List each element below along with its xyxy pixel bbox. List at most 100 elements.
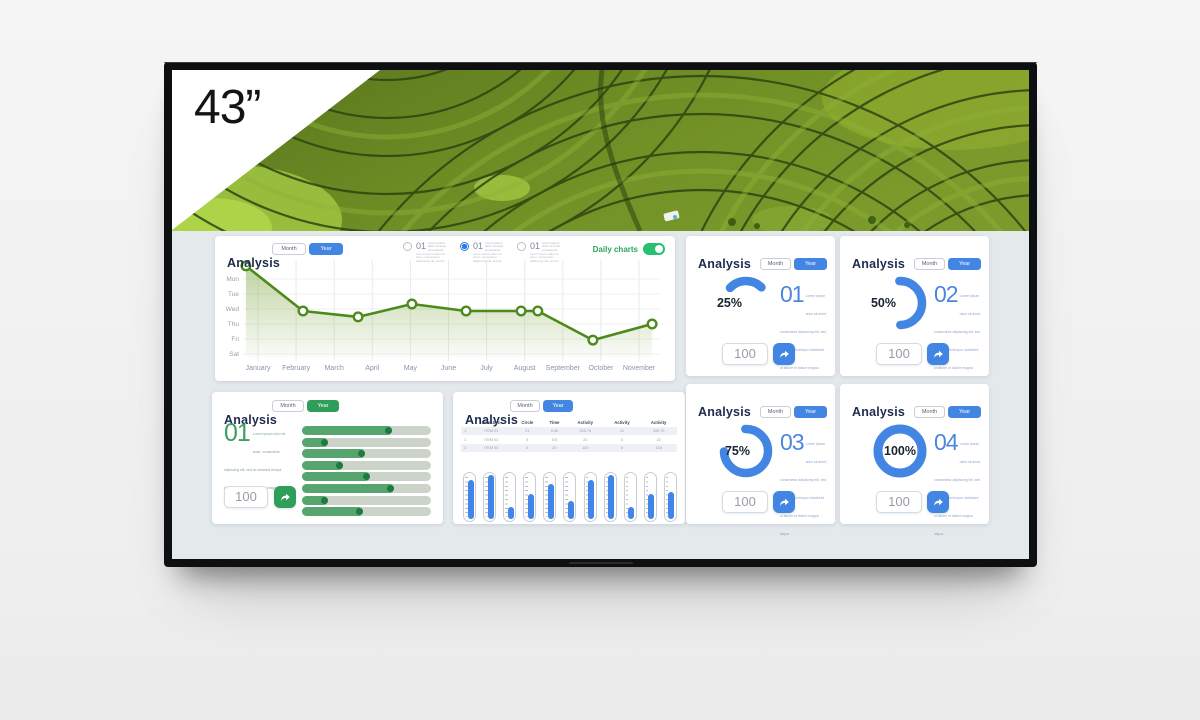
card-description: 04 Lorem ipsum dolor sit amet, consectet…	[934, 431, 982, 540]
radio-caption: Lorem ipsum dolor sit amet, consectetur …	[485, 242, 504, 252]
percent-label: 75%	[724, 444, 750, 458]
month-tab[interactable]: Month	[510, 400, 540, 412]
input-row: 100	[722, 491, 795, 513]
card-title: Analysis	[698, 404, 752, 419]
card-description: 03 Lorem ipsum dolor sit amet, consectet…	[780, 431, 828, 540]
progress-bar-slider[interactable]	[302, 437, 431, 447]
year-tab[interactable]: Year	[307, 400, 339, 412]
month-tab[interactable]: Month	[272, 400, 304, 412]
svg-text:August: August	[514, 365, 536, 372]
input-row: 100	[224, 486, 296, 508]
submit-arrow-button[interactable]	[773, 343, 795, 365]
submit-arrow-button[interactable]	[927, 343, 949, 365]
card-header: Analysis Month Year	[852, 244, 981, 283]
thermometer-fill	[628, 506, 635, 519]
size-label: 43”	[194, 81, 261, 134]
line-chart: January February March April May June July Augu…	[226, 260, 660, 372]
tick-marks	[485, 477, 488, 517]
card-description: 02 Lorem ipsum dolor sit amet, consectet…	[934, 283, 982, 392]
progress-bar-slider[interactable]	[302, 472, 431, 482]
donut-card-03: Analysis Month Year 75% 03 Lorem ipsum d…	[686, 384, 835, 536]
year-tab[interactable]: Year	[794, 257, 827, 270]
rice-terraces-photo: 43”	[172, 70, 1029, 231]
submit-arrow-button[interactable]	[927, 491, 949, 513]
svg-text:Mon: Mon	[226, 276, 239, 283]
tick-marks	[505, 477, 508, 517]
progress-bar-slider[interactable]	[302, 507, 431, 517]
submit-arrow-button[interactable]	[274, 486, 296, 508]
card-header: Analysis Month Year	[698, 392, 827, 431]
progress-bar-slider[interactable]	[302, 449, 431, 459]
svg-text:March: March	[324, 365, 344, 372]
percent-label: 25%	[716, 296, 742, 310]
progress-bar-slider[interactable]	[302, 495, 431, 505]
thermometer-bar	[563, 472, 577, 522]
lorem-text: Lorem ipsum dolor sit amet, consectetur …	[934, 442, 981, 536]
progress-bar-slider[interactable]	[302, 426, 431, 435]
card-description: 01 Lorem ipsum dolor sit amet, consectet…	[224, 421, 290, 494]
radio-caption: Lorem ipsum dolor sit amet, consectetur …	[428, 242, 447, 252]
card-header: Analysis Month Year	[852, 392, 981, 431]
svg-text:November: November	[623, 365, 656, 372]
submit-arrow-button[interactable]	[773, 491, 795, 513]
donut-chart-75	[719, 424, 773, 478]
radio-icon	[517, 242, 526, 251]
value-input[interactable]: 100	[876, 491, 922, 513]
thermometer-fill	[527, 493, 534, 519]
thermometer-bar	[643, 472, 657, 522]
radio-caption: Lorem ipsum dolor sit amet, consectetur …	[542, 242, 561, 252]
donut-chart-100	[873, 424, 927, 478]
progress-bar-slider[interactable]	[302, 483, 431, 493]
progress-fill	[302, 449, 366, 459]
thermometer-fill	[668, 492, 675, 519]
progress-fill	[302, 426, 393, 435]
daily-charts-toggle[interactable]	[643, 243, 665, 255]
progress-fill	[302, 507, 363, 517]
column-header: Time	[549, 420, 560, 425]
lorem-text: Lorem ipsum dolor sit amet, consectetur …	[934, 294, 981, 388]
year-tab[interactable]: Year	[948, 405, 981, 418]
radio-icon	[460, 242, 469, 251]
column-header: Activity	[650, 420, 667, 425]
dashboard: January February March April May June July Augu…	[172, 231, 1029, 559]
donut-chart-25	[719, 276, 773, 330]
thermometer-fill	[588, 479, 595, 519]
value-input[interactable]: 100	[224, 486, 268, 508]
table-header-row: Direction Circle Time Activity Activity Activ…	[461, 418, 677, 427]
card-title: Analysis	[852, 256, 906, 271]
year-tab[interactable]: Year	[543, 400, 573, 412]
thermometer-bar	[583, 472, 597, 522]
card-title: Analysis	[852, 404, 906, 419]
progress-fill	[302, 472, 371, 482]
table-row: 3 ITEM 03 5 20 100 5 100	[461, 443, 677, 453]
card-title: Analysis	[465, 412, 519, 427]
thermometer-bar	[603, 472, 617, 522]
year-tab[interactable]: Year	[309, 243, 343, 255]
svg-text:May: May	[404, 365, 418, 372]
input-row: 100	[722, 343, 795, 365]
column-header: Direction	[481, 420, 501, 425]
svg-text:Wed: Wed	[226, 306, 240, 313]
year-tab[interactable]: Year	[948, 257, 981, 270]
month-tab[interactable]: Month	[272, 243, 306, 255]
month-tab[interactable]: Month	[760, 405, 791, 418]
month-tab[interactable]: Month	[760, 257, 791, 270]
bezel-sensor	[568, 562, 633, 564]
table-card: Analysis Month Year Direction Circle Time A…	[453, 392, 685, 524]
progress-bar-slider[interactable]	[302, 460, 431, 470]
card-title: Analysis	[224, 412, 278, 427]
value-input[interactable]: 100	[722, 491, 768, 513]
tick-marks	[605, 477, 609, 517]
card-title: Analysis	[227, 255, 281, 270]
progress-bar-list	[302, 426, 431, 517]
month-tab[interactable]: Month	[914, 405, 945, 418]
share-arrow-icon	[933, 350, 943, 358]
year-tab[interactable]: Year	[794, 405, 827, 418]
svg-text:September: September	[546, 365, 581, 372]
month-tab[interactable]: Month	[914, 257, 945, 270]
card-description: 01 Lorem ipsum dolor sit amet, consectet…	[780, 283, 828, 392]
svg-text:Tue: Tue	[228, 291, 239, 298]
value-input[interactable]: 100	[876, 343, 922, 365]
thermometer-fill	[487, 475, 494, 519]
value-input[interactable]: 100	[722, 343, 768, 365]
